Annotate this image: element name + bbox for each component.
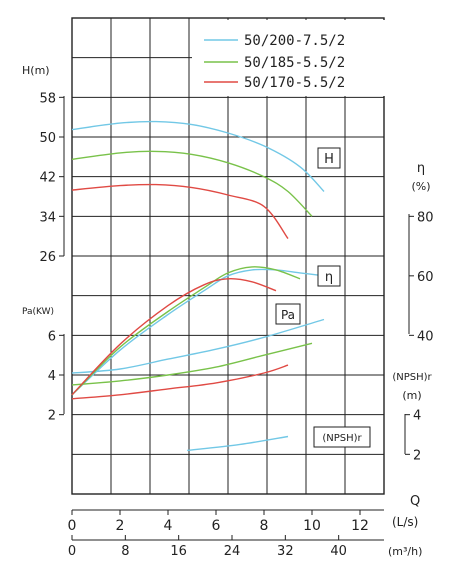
power-axis-tick-label: 2 <box>48 409 56 424</box>
efficiency-axis-tick-label: 40 <box>417 329 434 344</box>
npsh-tag: (NPSH)r <box>322 433 362 444</box>
power-axis-tick-label: 4 <box>48 369 56 384</box>
flow-secondary-axis-tick-label: 16 <box>170 544 187 559</box>
grid <box>71 17 385 495</box>
head-axis-tick-label: 42 <box>39 171 56 186</box>
npsh-axis-tick-label: 4 <box>413 409 421 424</box>
efficiency-axis-tick-label: 80 <box>417 210 434 225</box>
head-curve-series-1 <box>71 150 313 217</box>
flow-axis-tick-label: 8 <box>260 518 269 534</box>
head-axis: H(m) 58 50 42 34 26 <box>22 64 65 265</box>
head-axis-tick-label: 58 <box>39 91 56 106</box>
legend-label-1: 50/185-5.5/2 <box>244 55 345 71</box>
efficiency-axis: η (%) 80 60 40 <box>408 161 434 344</box>
efficiency-axis-unit: (%) <box>411 180 430 193</box>
flow-axis-label: Q <box>410 494 420 509</box>
power-curve-series-2 <box>71 364 289 400</box>
flow-axis-unit: (L/s) <box>392 515 418 529</box>
flow-secondary-axis-tick-label: 24 <box>224 544 241 559</box>
flow-axis-tick-label: 2 <box>116 518 125 534</box>
npsh-curve-series-0 <box>187 435 289 452</box>
flow-axis-tick-label: 0 <box>68 518 77 534</box>
flow-axis-tick-label: 6 <box>212 518 221 534</box>
power-axis: Pa(KW) 6 4 2 <box>22 307 65 424</box>
flow-secondary-axis-tick-label: 32 <box>277 544 294 559</box>
npsh-axis: (NPSH)r (m) 4 2 <box>392 372 432 463</box>
head-curve-series-2 <box>71 183 289 240</box>
power-axis-label: Pa(KW) <box>22 307 54 317</box>
npsh-axis-unit: (m) <box>402 389 421 402</box>
power-tag-box <box>275 303 301 325</box>
head-axis-tick-label: 26 <box>39 250 56 265</box>
npsh-axis-tick-label: 2 <box>413 448 421 463</box>
efficiency-curve-series-2 <box>71 278 277 396</box>
curves <box>71 120 325 452</box>
flow-secondary-axis-tick-label: 0 <box>68 544 76 559</box>
power-curve-series-1 <box>71 342 313 386</box>
flow-secondary-axis-tick-label: 40 <box>330 544 347 559</box>
legend-background <box>192 20 388 96</box>
efficiency-tag: η <box>325 270 333 285</box>
flow-axis: Q 0 2 4 6 8 10 12 (L/s) 0 8 16 24 32 40 (m³/h) <box>68 494 423 559</box>
flow-axis-tick-label: 12 <box>351 518 369 534</box>
flow-secondary-axis-unit: (m³/h) <box>388 545 422 558</box>
legend: 50/200-7.5/2 50/185-5.5/2 50/170-5.5/2 <box>192 20 388 96</box>
flow-secondary-axis-tick-label: 8 <box>121 544 129 559</box>
head-tag-box <box>317 147 341 169</box>
head-axis-tick-label: 34 <box>39 210 56 225</box>
legend-label-0: 50/200-7.5/2 <box>244 33 345 49</box>
power-curve-series-0 <box>71 318 325 374</box>
head-tag: H <box>324 152 334 167</box>
legend-label-2: 50/170-5.5/2 <box>244 75 345 91</box>
efficiency-axis-tick-label: 60 <box>417 270 434 285</box>
efficiency-tag-box <box>317 265 341 287</box>
flow-axis-tick-label: 10 <box>303 518 321 534</box>
efficiency-axis-label: η <box>417 161 425 176</box>
head-curve-series-0 <box>71 120 325 192</box>
power-tag: Pa <box>281 308 295 322</box>
npsh-tag-box <box>313 426 371 448</box>
head-axis-tick-label: 50 <box>39 131 56 146</box>
flow-axis-tick-label: 4 <box>164 518 173 534</box>
npsh-axis-label: (NPSH)r <box>392 372 432 383</box>
efficiency-curve-series-0 <box>71 268 325 396</box>
curve-tags: H η Pa (NPSH)r <box>275 147 371 448</box>
head-axis-label: H(m) <box>22 64 50 77</box>
power-axis-tick-label: 6 <box>48 329 56 344</box>
